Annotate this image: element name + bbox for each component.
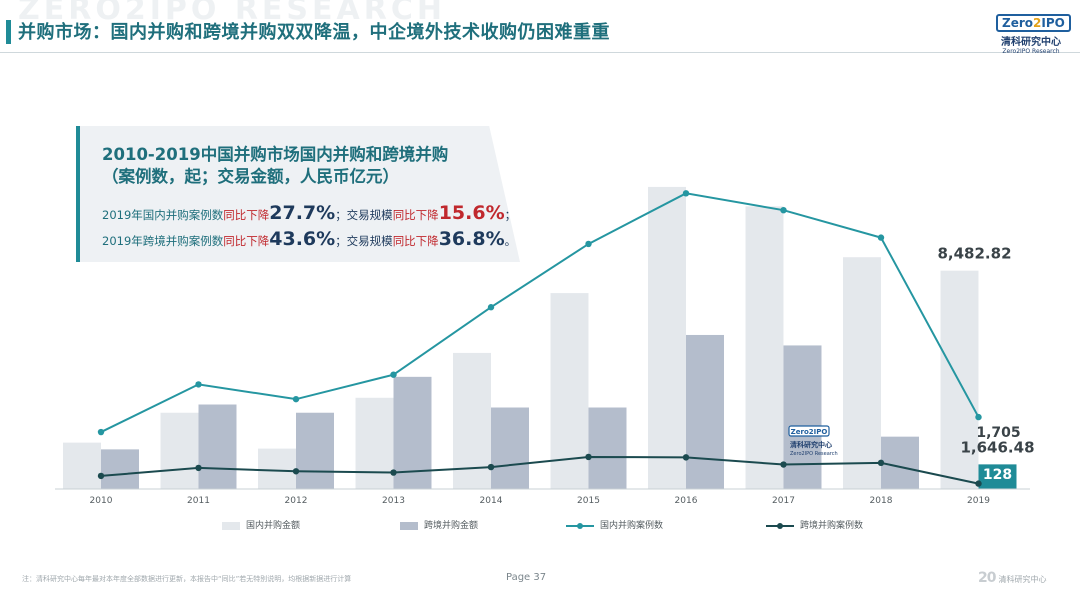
logo-name-cn: 清科研究中心 <box>1001 37 1061 48</box>
crossborder-count-point-2010 <box>97 472 105 480</box>
x-tick-label: 2016 <box>675 496 698 506</box>
bar-domestic-2019 <box>940 270 979 489</box>
domestic-count-point-2010 <box>97 428 105 436</box>
bar-domestic-2011 <box>160 412 199 489</box>
domestic-count-point-2014 <box>487 304 495 311</box>
crossborder-amount-change: 36.8% <box>438 228 505 250</box>
inset-logo-badge <box>788 425 830 437</box>
crossborder-count-point-2012 <box>292 468 300 475</box>
domestic-count-point-2018 <box>877 234 885 241</box>
legend-swatch <box>222 521 240 530</box>
bar-crossborder-2012 <box>296 412 334 489</box>
bar-domestic-2017 <box>745 206 784 490</box>
x-tick-label: 2017 <box>772 496 795 506</box>
legend-swatch <box>400 521 418 530</box>
label-domestic-amount-2019: 8,482.82 <box>937 245 1011 263</box>
bars-layer <box>63 186 1017 490</box>
page-number: Page 37 <box>506 572 547 583</box>
crossborder-count-point-2014 <box>487 463 495 471</box>
crossborder-count-point-2019 <box>975 480 982 487</box>
bar-crossborder-2014 <box>491 407 529 489</box>
domestic-count-change: 27.7% <box>269 202 336 224</box>
bar-domestic-2013 <box>355 397 394 489</box>
domestic-amount-change: 15.6% <box>438 202 505 224</box>
crossborder-count-point-2013 <box>390 469 397 476</box>
legend-domestic-amount: 国内并购金额 <box>222 518 300 531</box>
bar-domestic-2018 <box>843 257 881 489</box>
callout-subtitle: （案例数，起；交易金额，人民币亿元） <box>102 167 399 186</box>
bar-crossborder-2018 <box>881 436 919 489</box>
domestic-count-point-2016 <box>682 190 690 197</box>
x-tick-label: 2013 <box>382 496 405 506</box>
logo-name-en: Zero2IPO Research <box>1002 48 1060 55</box>
title-divider <box>0 52 1080 53</box>
footer-logo: 20 清科研究中心 <box>978 570 1047 586</box>
bar-domestic-2014 <box>453 352 491 489</box>
x-tick-label: 2010 <box>90 496 113 506</box>
crossborder-count-point-2016 <box>682 454 690 461</box>
lines-layer <box>97 190 982 487</box>
background-watermark: ZERO2IPO RESEARCH <box>18 0 446 27</box>
domestic-stat-line: 2019年国内并购案例数同比下降27.7%；交易规模同比下降15.6%； <box>102 202 517 224</box>
domestic-count-point-2011 <box>195 381 202 388</box>
bar-crossborder-2011 <box>198 404 237 489</box>
logo-badge: Zero2IPO <box>996 14 1071 32</box>
inset-logo-en: Zero2IPO Research <box>790 451 838 457</box>
crossborder-stat-line: 2019年跨境并购案例数同比下降43.6%；交易规模同比下降36.8%。 <box>102 228 517 250</box>
x-tick-label: 2015 <box>577 496 600 506</box>
bar-crossborder-2016 <box>686 334 724 489</box>
zero2ipo-logo: Zero2IPO 清科研究中心 Zero2IPO Research <box>996 12 1071 55</box>
crossborder-count-point-2017 <box>780 461 787 468</box>
legend-domestic-count: 国内并购案例数 <box>566 518 663 531</box>
bar-crossborder-2015 <box>588 407 627 489</box>
bar-crossborder-2017 <box>783 345 822 489</box>
x-tick-label: 2018 <box>870 496 893 506</box>
x-tick-label: 2019 <box>967 496 990 506</box>
crossborder-count-change: 43.6% <box>269 228 336 250</box>
x-tick-label: 2011 <box>187 496 210 506</box>
x-tick-label: 2014 <box>480 496 503 506</box>
inset-logo-cn: 清科研究中心 <box>790 440 832 449</box>
callout-title: 2010-2019中国并购市场国内并购和跨境并购 <box>102 145 449 164</box>
bar-domestic-2015 <box>550 293 589 489</box>
label-crossborder-count-2019: 128 <box>983 467 1012 483</box>
crossborder-count-point-2015 <box>585 453 592 461</box>
title-accent-bar <box>6 20 11 44</box>
bar-crossborder-2010 <box>101 449 139 489</box>
bar-domestic-2010 <box>63 442 101 489</box>
domestic-count-point-2013 <box>390 371 397 378</box>
label-domestic-count-2019: 1,705 <box>976 425 1020 441</box>
bar-crossborder-2019 <box>978 464 1017 489</box>
legend-swatch <box>766 522 794 529</box>
domestic-count-point-2017 <box>780 206 787 214</box>
callout-accent-bar <box>76 126 80 262</box>
bar-domestic-2016 <box>648 186 686 489</box>
x-axis: 2010 2011 2012 2013 2014 2015 2016 2017 2018 2019 <box>55 488 1030 506</box>
crossborder-count-point-2018 <box>877 459 885 467</box>
domestic-count-point-2019 <box>975 413 982 421</box>
domestic-count-point-2012 <box>292 395 300 403</box>
inset-logo-layer: Zero2IPO 清科研究中心 Zero2IPO Research <box>788 425 838 457</box>
page-title: 并购市场：国内并购和跨境并购双双降温，中企境外技术收购仍困难重重 <box>18 22 610 43</box>
legend-crossborder-amount: 跨境并购金额 <box>400 518 478 531</box>
x-tick-label: 2012 <box>285 496 308 506</box>
footer-note: 注：清科研究中心每年最对本年度全部数据进行更新，本报告中“同比”若无特别说明，均… <box>22 575 352 583</box>
domestic-count-point-2015 <box>585 240 592 248</box>
inset-logo-badge-text: Zero2IPO <box>791 428 828 436</box>
domestic-count-line <box>100 192 980 433</box>
label-crossborder-amount-2019: 1,646.48 <box>960 438 1034 456</box>
crossborder-count-point-2011 <box>195 464 202 472</box>
legend-crossborder-count: 跨境并购案例数 <box>766 518 863 531</box>
crossborder-count-line <box>100 455 979 485</box>
legend-swatch <box>566 522 594 529</box>
callout-box <box>80 126 520 262</box>
bar-domestic-2012 <box>258 448 296 489</box>
